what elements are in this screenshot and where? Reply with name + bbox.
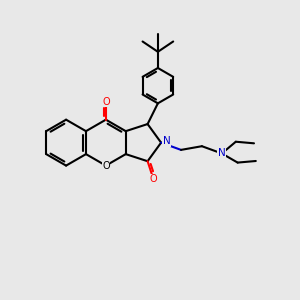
Text: N: N (163, 136, 170, 146)
Text: O: O (150, 174, 157, 184)
Text: N: N (218, 148, 226, 158)
Text: O: O (102, 160, 110, 171)
Text: O: O (102, 97, 110, 107)
